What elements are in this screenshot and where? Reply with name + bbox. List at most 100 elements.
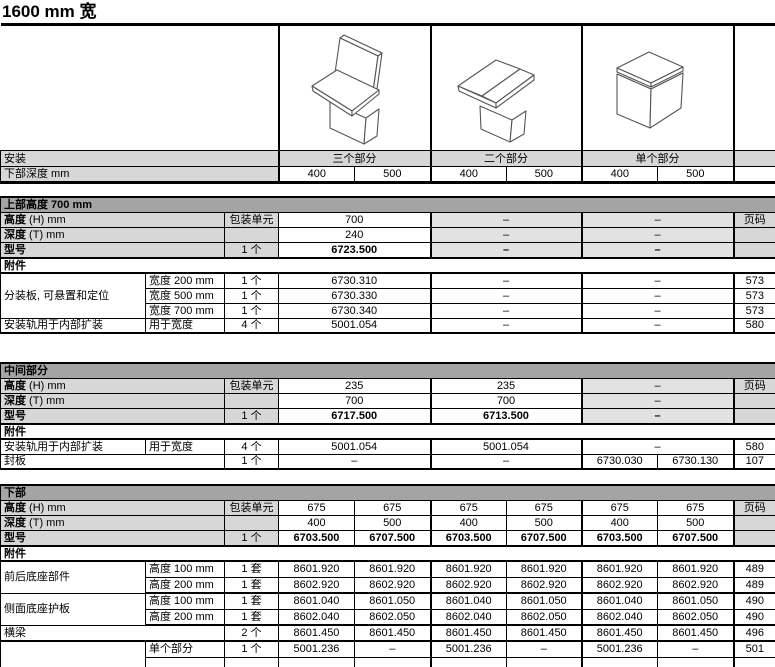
value-cell: 500 [506, 514, 583, 531]
order-number: 8601.450 [354, 624, 432, 642]
order-number: 5001.054 [430, 438, 583, 455]
section-header-middle: 中间部分 [0, 362, 775, 379]
value-cell: – [657, 640, 735, 658]
model-number: 6707.500 [354, 529, 432, 547]
empty-value-cell: – [581, 407, 735, 425]
section-lower-table: 下部 高度 (H) mm 包装单元 675 675 675 675 675 675 页码 深度 (T… [0, 484, 775, 667]
value-cell: – [430, 453, 583, 470]
row-label: 用于宽度 [145, 438, 225, 455]
row-label [0, 640, 146, 667]
row-label: 用于宽度 [145, 317, 225, 334]
order-number: 8601.040 [581, 592, 658, 610]
row-label: 前后底座部件 [0, 560, 146, 594]
order-number: 6730.340 [278, 302, 432, 319]
row-label: 宽度 700 mm [145, 302, 225, 319]
value-cell: 500 [354, 166, 432, 183]
order-number: 6730.130 [657, 453, 735, 470]
order-number: 8601.040 [430, 592, 507, 610]
packing-unit-header: 包装单元 [224, 211, 279, 228]
value-cell: – [581, 438, 735, 455]
value-cell: – [581, 287, 735, 304]
table-row: 高度 (H) mm 包装单元 700– – 页码 [0, 211, 775, 228]
page-number: 580 [732, 438, 775, 455]
page-number: 496 [732, 624, 775, 642]
order-number: 8602.920 [581, 576, 658, 594]
order-number: 8602.920 [657, 576, 735, 594]
row-label: 高度 200 mm [145, 608, 225, 626]
value-cell: 1 个 [224, 272, 279, 289]
order-number: 8601.050 [354, 592, 432, 610]
page-number: 573 [732, 287, 775, 304]
qty-cell: 1 个 [224, 241, 279, 259]
page-number: 489 [732, 560, 775, 578]
value-cell: 1 个 [224, 640, 279, 658]
value-cell: 700 [278, 392, 432, 409]
order-number: 8601.040 [278, 592, 355, 610]
value-cell [732, 656, 775, 667]
value-cell: 1 个 [224, 453, 279, 470]
order-number: 8601.920 [657, 560, 735, 578]
empty-value-cell: – [581, 226, 735, 243]
row-label: 横梁 [0, 624, 225, 642]
order-number: 8602.920 [278, 576, 355, 594]
value-cell: 500 [657, 166, 735, 183]
console-three-part-icon [278, 24, 432, 151]
table-row: 高度 (H) mm 包装单元 675 675 675 675 675 675 页码 [0, 499, 775, 516]
qty-cell: 1 个 [224, 407, 279, 425]
model-number: 6703.500 [430, 529, 507, 547]
value-cell [581, 656, 658, 667]
order-number: 8601.920 [278, 560, 355, 578]
table-row: 下部深度 mm 400 500 400 500 400 500 [0, 166, 775, 183]
model-number: 6707.500 [506, 529, 583, 547]
order-number: 8601.450 [506, 624, 583, 642]
empty-value-cell: – [581, 377, 735, 394]
row-label: 侧面底座护板 [0, 592, 146, 626]
order-number: 5001.054 [278, 317, 432, 334]
order-number: 5001.054 [278, 438, 432, 455]
qty-cell [224, 514, 279, 531]
value-cell: 400 [430, 166, 508, 183]
variant-two-part: 二个部分 [430, 150, 583, 167]
page-column-cell [732, 529, 775, 547]
page-column-header: 页码 [732, 377, 775, 394]
value-cell: 235 [430, 377, 583, 394]
table-row: 高度 200 mm 1 套 8602.040 8602.050 8602.040 8602… [1, 608, 775, 626]
order-number: 6730.330 [278, 287, 432, 304]
value-cell [278, 656, 355, 667]
table-row: 深度 (T) mm 400 500 400 500 400 500 [0, 514, 775, 531]
row-label: 安装轨用于内部扩装 [0, 317, 146, 334]
value-cell: 675 [581, 499, 658, 516]
accessories-header: 附件 [0, 257, 775, 274]
order-number: 8601.050 [506, 592, 583, 610]
table-row: 上部高度 700 mm [0, 196, 775, 213]
value-cell: 675 [506, 499, 583, 516]
value-cell: 675 [430, 499, 507, 516]
table-row: 深度 (T) mm 240– – [0, 226, 775, 243]
value-cell: 235 [278, 377, 432, 394]
page-number: 573 [732, 302, 775, 319]
console-two-part-icon [430, 24, 583, 151]
value-cell: 500 [354, 514, 432, 531]
empty-value-cell: – [430, 226, 583, 243]
variant-single-part: 单个部分 [581, 150, 735, 167]
order-number: 8601.920 [581, 560, 658, 578]
page-column-cell [732, 392, 775, 409]
order-number: 8601.450 [278, 624, 355, 642]
row-label: 型号 [0, 407, 225, 425]
page-column-cell [732, 407, 775, 425]
value-cell: 1 套 [224, 592, 279, 610]
row-label: 单个部分 [145, 640, 225, 658]
section-header-upper: 上部高度 700 mm [0, 196, 775, 213]
order-number: 8601.050 [657, 592, 735, 610]
empty-value-cell: – [430, 211, 583, 228]
value-cell: 700 [430, 392, 583, 409]
value-cell: 1 套 [224, 576, 279, 594]
table-row: 深度 (T) mm 700 700– [0, 392, 775, 409]
variant-three-part: 三个部分 [278, 150, 432, 167]
model-number: 6723.500 [278, 241, 432, 259]
table-row: 下部 [0, 484, 775, 501]
value-cell [430, 656, 507, 667]
empty-value-cell: – [581, 392, 735, 409]
value-cell: 1 套 [224, 560, 279, 578]
